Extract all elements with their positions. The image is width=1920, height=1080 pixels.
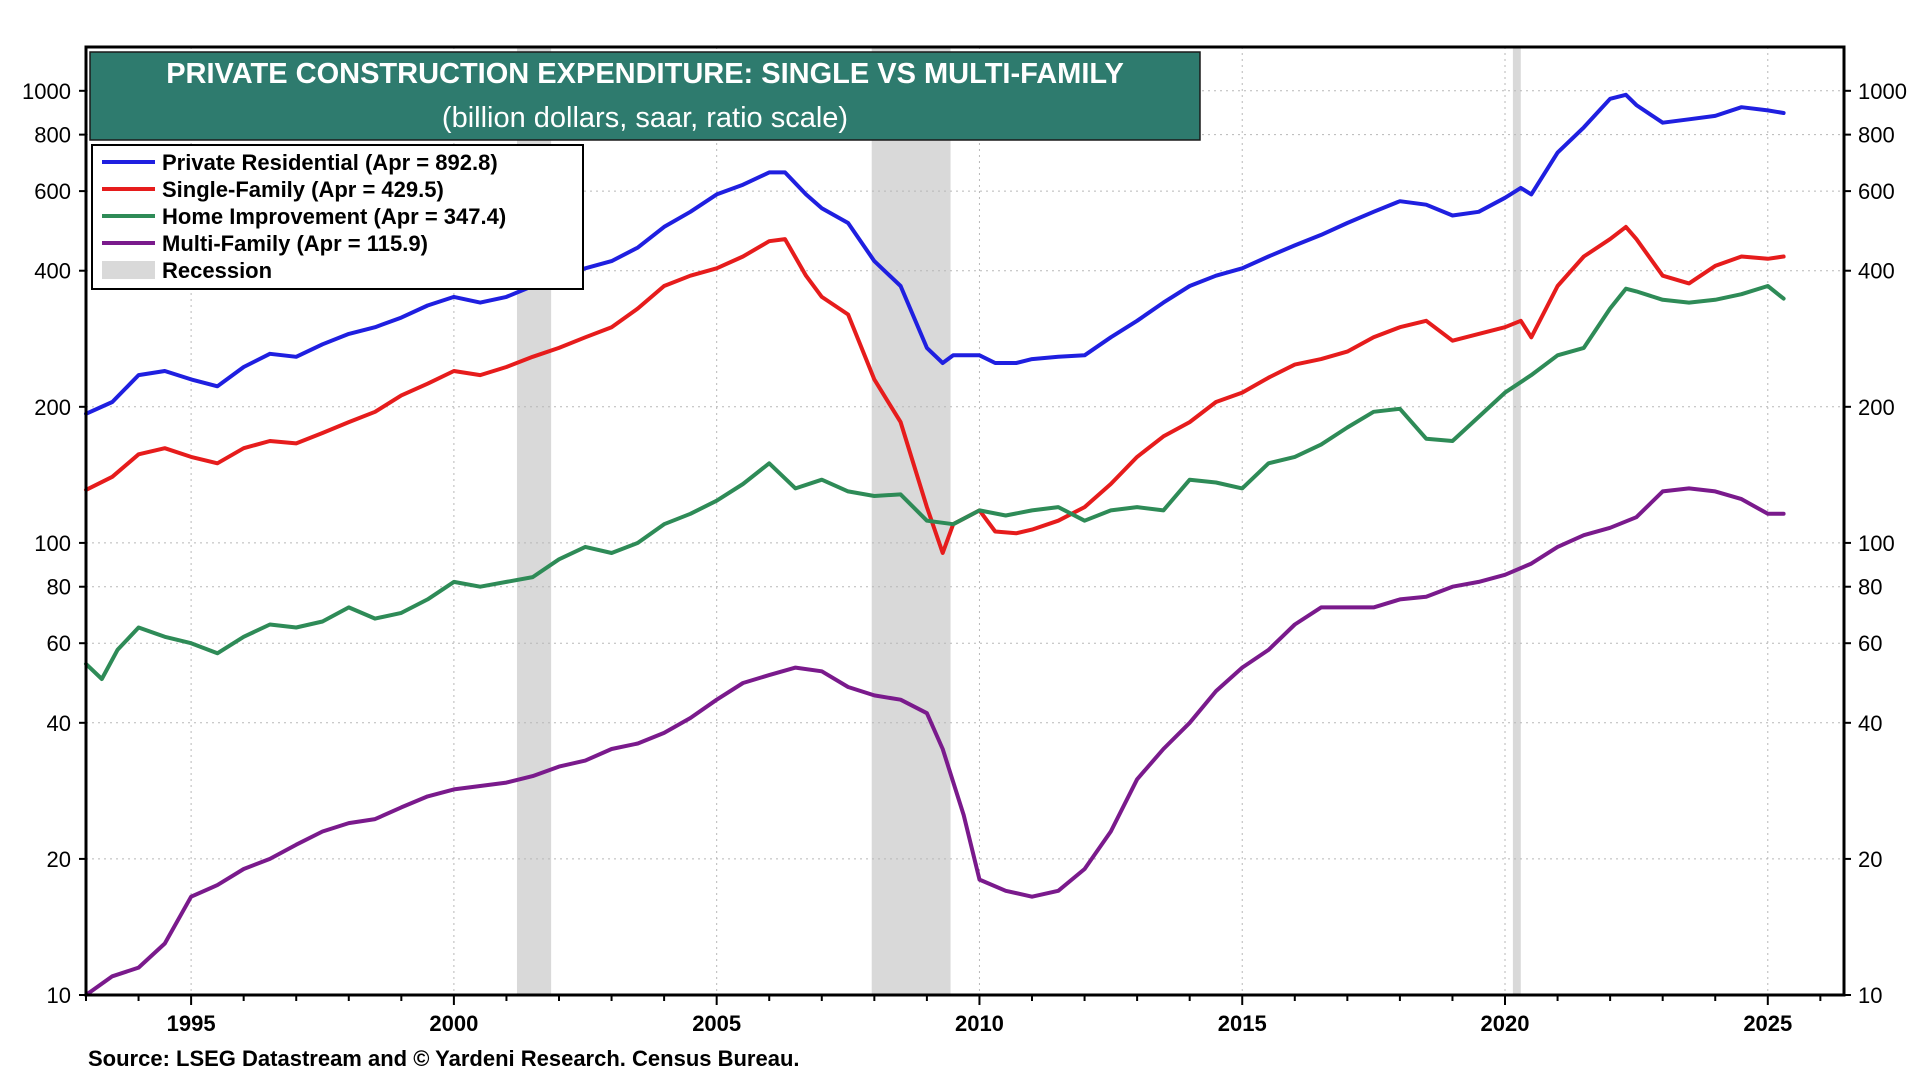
y-tick-label-left: 80 [47,575,71,600]
x-tick-label: 2020 [1481,1011,1530,1036]
y-tick-label-right: 10 [1858,983,1882,1008]
y-tick-label-right: 800 [1858,123,1895,148]
y-tick-label-right: 20 [1858,847,1882,872]
title-box-background [89,51,1201,141]
legend-swatch-recession [102,261,155,279]
y-tick-label-right: 400 [1858,259,1895,284]
y-tick-label-right: 200 [1858,395,1895,420]
y-tick-label-left: 10 [47,983,71,1008]
series-line-home-improvement [84,284,1786,681]
legend: Private Residential (Apr = 892.8) Single… [91,144,584,290]
recession-band [1512,47,1521,995]
x-tick-label: 1995 [167,1011,216,1036]
series-line-private-residential [84,92,1786,416]
y-tick-label-left: 60 [47,631,71,656]
y-tick-label-left: 100 [34,531,71,556]
y-tick-label-left: 1000 [22,79,71,104]
series-lines [84,92,1786,997]
y-axis-left: 10 20 40 60 80 100 200 400 600 800 1000 [22,79,86,1008]
x-tick-label: 2000 [429,1011,478,1036]
y-tick-label-right: 600 [1858,179,1895,204]
legend-label-home-improvement: Home Improvement (Apr = 347.4) [162,204,506,229]
title-box: PRIVATE CONSTRUCTION EXPENDITURE: SINGLE… [89,51,1201,141]
legend-label-multi-family: Multi-Family (Apr = 115.9) [162,231,428,256]
y-tick-label-right: 60 [1858,631,1882,656]
y-tick-label-left: 400 [34,259,71,284]
x-tick-label: 2015 [1218,1011,1267,1036]
y-tick-label-left: 200 [34,395,71,420]
y-tick-label-right: 100 [1858,531,1895,556]
y-tick-label-left: 40 [47,711,71,736]
y-tick-label-right: 40 [1858,711,1882,736]
y-tick-label-left: 600 [34,179,71,204]
x-tick-label: 2010 [955,1011,1004,1036]
series-line-multi-family [84,486,1786,997]
y-tick-label-left: 800 [34,123,71,148]
chart-subtitle: (billion dollars, saar, ratio scale) [442,102,848,134]
x-tick-label: 2005 [692,1011,741,1036]
y-tick-label-right: 1000 [1858,79,1907,104]
legend-label-single-family: Single-Family (Apr = 429.5) [162,177,444,202]
y-axis-right: 10 20 40 60 80 100 200 400 600 800 1000 [1844,79,1907,1008]
source-note: Source: LSEG Datastream and © Yardeni Re… [88,1046,800,1071]
chart-title: PRIVATE CONSTRUCTION EXPENDITURE: SINGLE… [166,58,1124,90]
legend-label-recession: Recession [162,258,272,283]
x-axis: 1995 2000 2005 2010 2015 2020 2025 [85,995,1822,1036]
plot-frame [84,45,1846,997]
y-tick-label-right: 80 [1858,575,1882,600]
y-tick-label-left: 20 [47,847,71,872]
x-tick-label: 2025 [1743,1011,1792,1036]
legend-box [91,144,584,290]
legend-label-private-residential: Private Residential (Apr = 892.8) [162,150,498,175]
